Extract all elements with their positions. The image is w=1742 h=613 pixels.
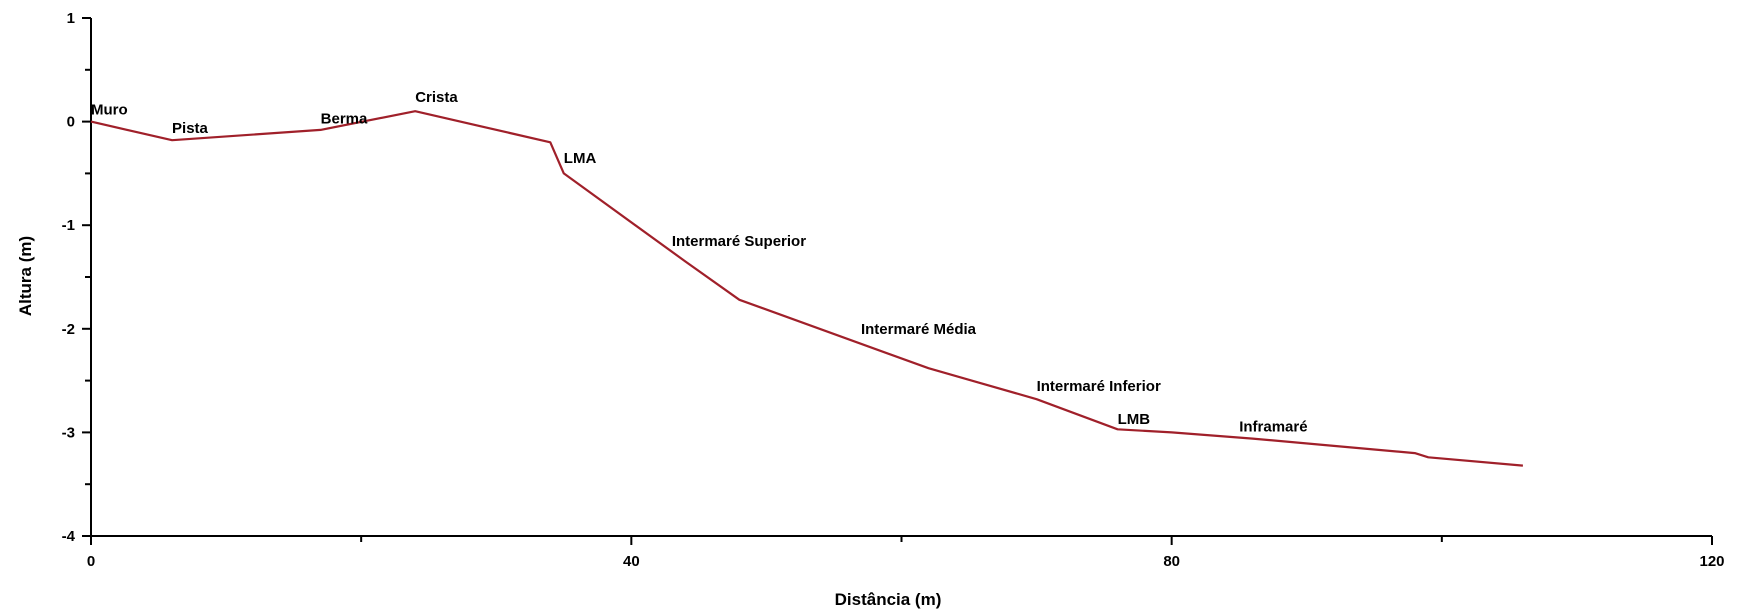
annotation-label: Crista (415, 89, 458, 106)
series (90, 110, 1523, 467)
annotation-label: Muro (91, 101, 128, 118)
y-tick-label: -4 (62, 528, 76, 545)
y-tick-label: 0 (67, 114, 75, 131)
annotation-label: LMA (564, 150, 597, 167)
annotation-label: Intermaré Média (861, 321, 977, 338)
x-axis-title: Distância (m) (835, 590, 942, 609)
x-tick-label: 0 (87, 553, 95, 570)
annotation-label: Pista (172, 120, 209, 137)
y-tick-label: -3 (62, 424, 75, 441)
annotation-label: Inframaré (1239, 418, 1307, 435)
annotation-label: Intermaré Superior (672, 233, 806, 250)
axes (90, 18, 1712, 537)
x-tick-label: 40 (623, 553, 640, 570)
annotation-label: Berma (321, 111, 368, 128)
ticks: 0 40 80 120 1 0 -1 -2 -3 -4 (62, 10, 1725, 570)
annotations: Muro Pista Berma Crista LMA Intermaré Superio… (91, 89, 1308, 435)
y-axis-title: Altura (m) (16, 236, 35, 316)
x-tick-label: 80 (1163, 553, 1180, 570)
x-tick-label: 120 (1699, 553, 1724, 570)
profile-line (90, 110, 1523, 467)
annotation-label: Intermaré Inferior (1037, 378, 1161, 395)
y-tick-label: -2 (62, 321, 75, 338)
annotation-label: LMB (1118, 411, 1151, 428)
y-tick-label: -1 (62, 217, 75, 234)
y-tick-label: 1 (67, 10, 75, 27)
